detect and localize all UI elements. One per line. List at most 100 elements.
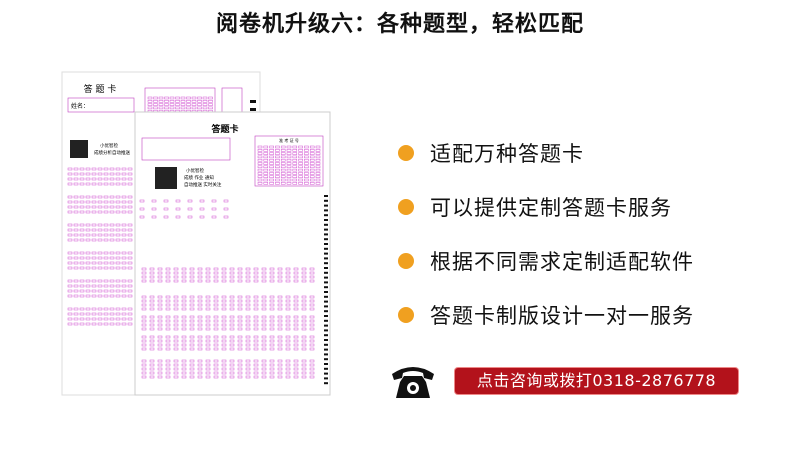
bubble: [253, 271, 259, 275]
bubble: [109, 205, 115, 209]
bubble: [285, 267, 291, 271]
bubble: [109, 251, 115, 255]
bubble: [286, 168, 292, 172]
bubble: [285, 367, 291, 371]
bubble: [85, 266, 91, 270]
bubble: [187, 199, 193, 203]
bubble: [309, 279, 315, 283]
bubble: [197, 323, 203, 327]
bubble: [285, 299, 291, 303]
bubble: [280, 165, 286, 169]
bubble: [221, 319, 227, 323]
bubble: [269, 339, 275, 343]
bubble: [315, 175, 321, 178]
bubble: [263, 165, 269, 169]
bubble: [115, 210, 121, 214]
bubble: [173, 335, 179, 339]
bubble: [253, 339, 259, 343]
bubble: [309, 275, 315, 279]
bubble: [285, 335, 291, 339]
bubble: [97, 256, 103, 260]
bubble: [189, 299, 195, 303]
bubble: [205, 323, 211, 327]
bubble: [229, 307, 235, 311]
bubble: [277, 347, 283, 351]
bubble: [237, 323, 243, 327]
bubble: [221, 343, 227, 347]
bubble: [115, 233, 121, 237]
bubble: [165, 339, 171, 343]
bubble: [229, 363, 235, 367]
bubble: [165, 367, 171, 371]
bubble: [181, 279, 187, 283]
bubble: [157, 315, 163, 319]
bubble: [221, 347, 227, 351]
bubble: [292, 168, 298, 172]
bubble: [165, 271, 171, 275]
bubble: [269, 335, 275, 339]
bubble: [197, 299, 203, 303]
bubble: [213, 339, 219, 343]
bubble: [309, 375, 315, 379]
bubble: [67, 200, 73, 204]
bubble: [292, 149, 298, 152]
bubble: [199, 199, 205, 203]
bubble: [237, 319, 243, 323]
bubble: [293, 271, 299, 275]
bubble: [211, 215, 217, 219]
bubble: [73, 261, 79, 265]
bubble: [149, 343, 155, 347]
bubble: [261, 371, 267, 375]
timing-mark: [324, 281, 328, 284]
bubble: [165, 335, 171, 339]
bubble: [97, 200, 103, 204]
bubble: [261, 307, 267, 311]
bubble: [245, 299, 251, 303]
bubble: [79, 251, 85, 255]
bubble: [127, 279, 133, 283]
bubble: [173, 327, 179, 331]
bubble: [164, 100, 169, 103]
bubble: [103, 322, 109, 326]
bubble: [253, 307, 259, 311]
bubble: [309, 307, 315, 311]
bubble: [269, 327, 275, 331]
bubble: [121, 223, 127, 227]
bubble: [263, 178, 269, 182]
bubble: [103, 251, 109, 255]
bubble: [85, 238, 91, 242]
bubble: [67, 266, 73, 270]
feature-item: 适配万种答题卡: [398, 138, 584, 168]
bubble: [157, 307, 163, 311]
bubble: [79, 266, 85, 270]
bubble: [109, 228, 115, 232]
bubble: [109, 256, 115, 260]
bubble: [79, 289, 85, 293]
bubble: [309, 315, 315, 319]
bubble: [208, 96, 213, 100]
bubble: [261, 319, 267, 323]
contact-button[interactable]: 点击咨询或拨打0318-2876778: [455, 368, 738, 394]
bubble: [67, 256, 73, 260]
bullet: [398, 199, 414, 215]
bubble: [253, 367, 259, 371]
bubble: [269, 303, 275, 307]
bubble: [293, 375, 299, 379]
bubble: [221, 267, 227, 271]
bubble: [275, 175, 280, 178]
bubble: [73, 322, 79, 326]
bubble: [173, 359, 179, 363]
bubble: [85, 251, 91, 255]
bubble: [257, 158, 263, 162]
bubble: [115, 256, 121, 260]
bubble: [141, 371, 147, 375]
bubble: [121, 284, 127, 288]
bubble: [221, 363, 227, 367]
bubble: [157, 347, 163, 351]
bubble: [121, 322, 127, 326]
bubble: [309, 323, 315, 327]
bubble: [121, 261, 127, 265]
bubble: [109, 307, 115, 311]
bubble: [237, 315, 243, 319]
